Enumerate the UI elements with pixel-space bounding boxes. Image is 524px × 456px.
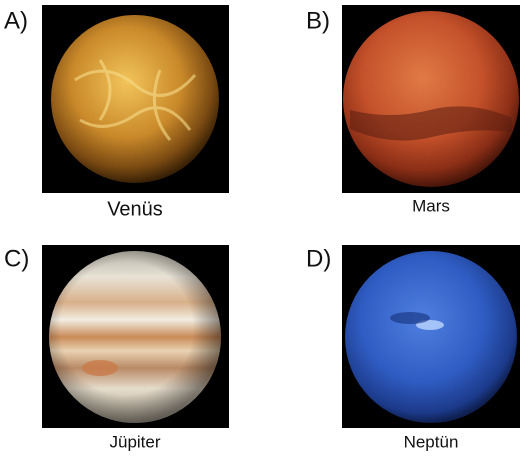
planet-image [51, 15, 219, 183]
planet-image [343, 11, 519, 187]
caption: Neptün [404, 432, 459, 451]
surface-detail [74, 59, 197, 141]
caption: Venüs [107, 198, 163, 220]
panel-label: B) [306, 7, 330, 34]
panel-label: C) [4, 245, 29, 272]
planet-shade [49, 251, 221, 423]
caption: Jüpiter [109, 432, 160, 451]
panel-label: A) [4, 7, 28, 34]
panel-label: D) [306, 245, 331, 272]
planet-image [345, 251, 517, 423]
caption: Mars [412, 196, 450, 215]
surface-detail [350, 106, 512, 141]
great-red-spot [82, 360, 118, 376]
dark-spot [390, 312, 430, 324]
